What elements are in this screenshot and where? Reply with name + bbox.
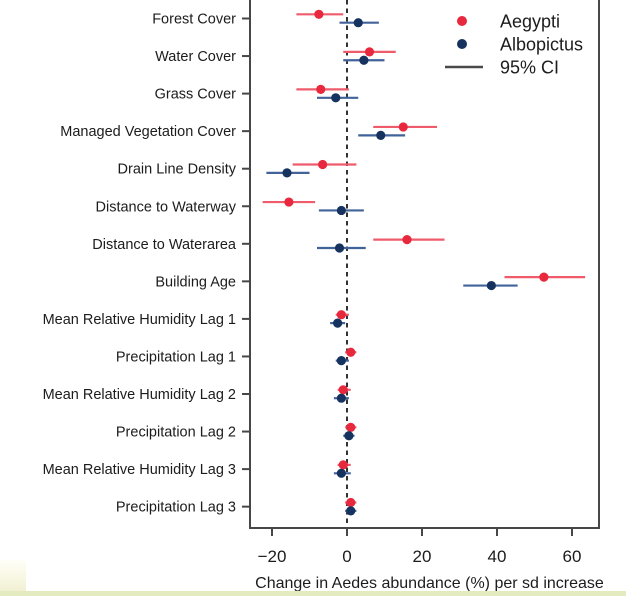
data-point-aegypti [284,197,294,207]
data-point-aegypti [336,310,346,320]
category-label: Grass Cover [155,87,237,103]
data-point-albopictus [282,168,292,178]
data-point-aegypti [402,235,412,245]
x-tick-label: 60 [563,547,582,566]
x-tick-label: 0 [342,547,351,566]
data-point-albopictus [334,243,345,253]
data-point-albopictus [359,55,369,65]
data-point-aegypti [346,497,356,508]
data-point-albopictus [336,205,346,216]
category-label: Precipitation Lag 3 [116,500,236,516]
category-label: Mean Relative Humidity Lag 1 [43,312,236,328]
x-axis-title: Change in Aedes abundance (%) per sd inc… [255,575,604,592]
data-point-aegypti [338,460,348,470]
data-point-aegypti [398,122,408,132]
data-point-albopictus [336,393,346,403]
data-point-aegypti [314,9,324,19]
data-point-aegypti [539,272,549,282]
data-point-albopictus [353,18,363,28]
data-point-albopictus [344,431,354,441]
data-point-albopictus [333,318,343,328]
x-tick-label: −20 [258,547,287,566]
data-point-aegypti [364,47,375,57]
category-label: Managed Vegetation Cover [60,124,236,140]
category-label: Water Cover [155,49,236,65]
legend-label: Albopictus [500,35,583,55]
category-label: Distance to Waterarea [92,237,237,253]
category-label: Forest Cover [152,12,236,28]
data-point-albopictus [376,130,386,140]
data-point-albopictus [346,506,356,516]
x-tick-label: 40 [488,547,507,566]
data-point-aegypti [316,84,326,94]
category-label: Drain Line Density [118,162,237,178]
category-label: Precipitation Lag 1 [116,349,236,365]
data-point-albopictus [331,93,341,103]
category-label: Distance to Waterway [96,199,237,215]
data-point-aegypti [346,347,356,357]
category-label: Mean Relative Humidity Lag 2 [43,387,236,403]
page-bottom-border [0,591,626,596]
legend-dot-icon [457,39,467,49]
data-point-albopictus [336,356,346,366]
data-point-aegypti [346,422,356,432]
data-point-aegypti [338,385,348,395]
legend-dot-icon [457,16,467,26]
data-point-albopictus [486,280,496,291]
x-tick-label: 20 [413,547,432,566]
data-point-albopictus [336,468,346,478]
category-label: Precipitation Lag 2 [116,425,236,441]
data-point-aegypti [318,159,328,170]
legend-label: Aegypti [500,12,560,32]
category-label: Mean Relative Humidity Lag 3 [43,462,236,478]
category-label: Building Age [155,274,236,290]
legend-label: 95% CI [500,58,559,78]
page-artifact-corner [0,560,26,591]
